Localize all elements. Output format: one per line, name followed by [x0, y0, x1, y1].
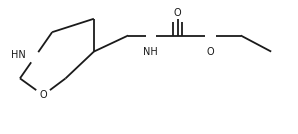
Text: HN: HN: [11, 50, 26, 60]
Text: O: O: [174, 8, 181, 18]
Text: NH: NH: [143, 47, 158, 57]
Text: O: O: [39, 90, 47, 100]
Text: O: O: [207, 47, 215, 57]
